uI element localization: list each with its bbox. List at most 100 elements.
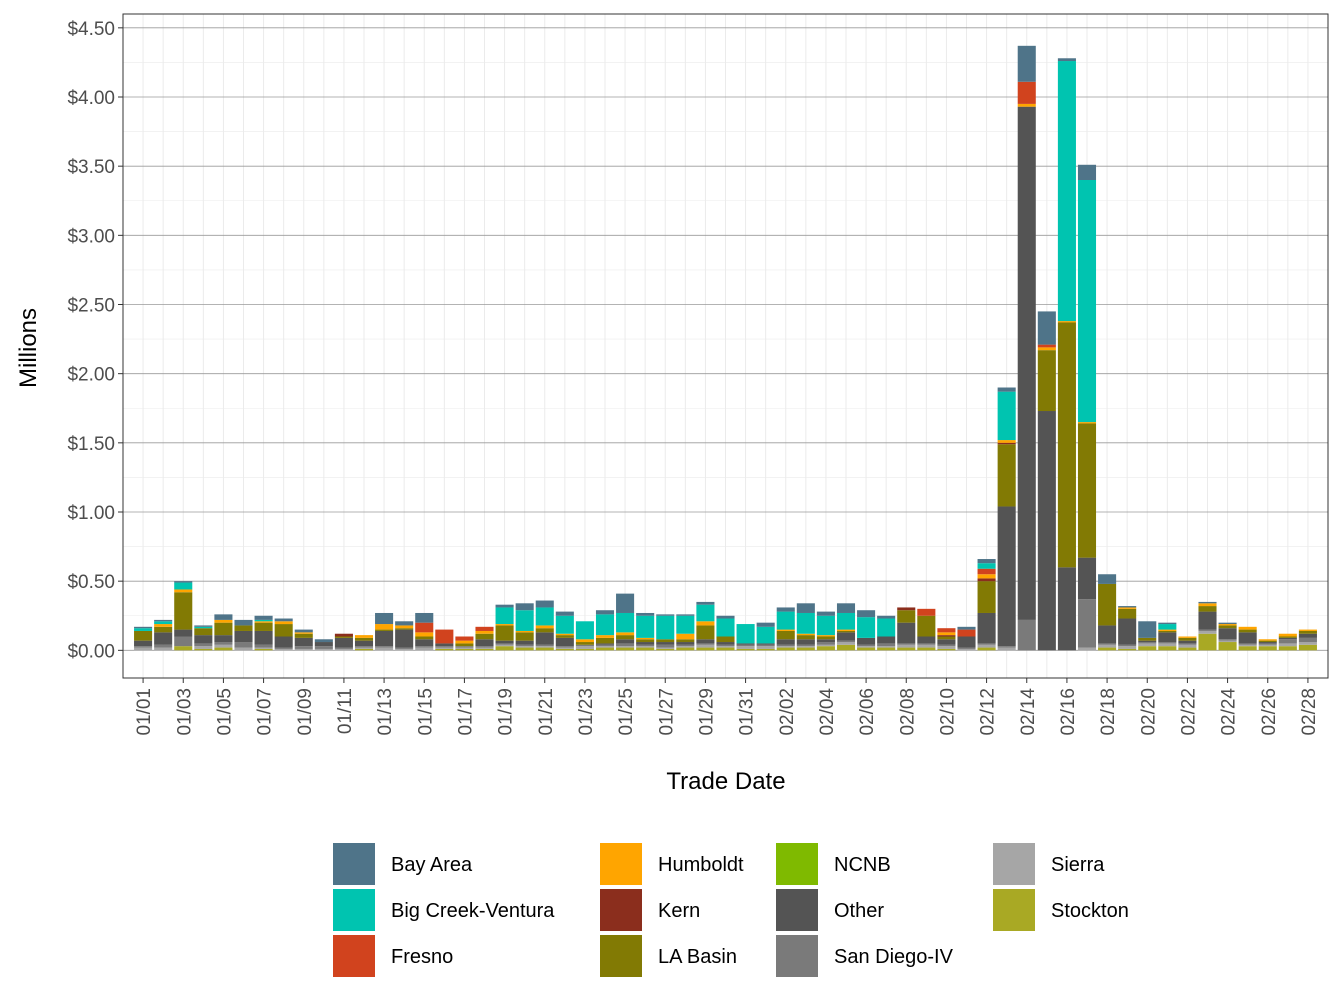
bar-segment <box>676 647 695 651</box>
bar-segment <box>495 604 514 608</box>
bar-segment <box>917 615 936 637</box>
bar-segment <box>354 646 374 648</box>
bar-segment <box>415 639 434 647</box>
bar-segment <box>1238 644 1257 647</box>
bar-segment <box>756 643 775 645</box>
bar-segment <box>555 646 574 648</box>
bar-segment <box>836 629 856 631</box>
bar-segment <box>595 637 615 644</box>
bar-segment <box>1238 646 1257 651</box>
bar-segment <box>656 647 675 649</box>
bar-segment <box>415 636 434 640</box>
bar-segment <box>535 647 554 651</box>
bar-segment <box>555 637 574 647</box>
bar-segment <box>1238 626 1257 630</box>
x-tick-label: 01/15 <box>415 688 436 736</box>
bar-segment <box>375 646 394 648</box>
bar-segment <box>395 625 414 629</box>
bar-segment <box>776 630 795 640</box>
bar-segment <box>595 644 615 647</box>
bar-segment <box>917 647 936 651</box>
bar-segment <box>877 646 896 648</box>
bar-segment <box>1258 642 1277 644</box>
legend-label: Fresno <box>391 946 453 968</box>
bar-segment <box>636 644 655 647</box>
bar-segment <box>696 647 715 651</box>
bar-segment <box>1178 637 1197 641</box>
bar-segment <box>415 612 434 623</box>
x-tick-label: 02/18 <box>1098 688 1119 736</box>
bar-segment <box>937 636 956 640</box>
bar-segment <box>776 611 795 630</box>
legend-key <box>333 843 375 885</box>
bar-segment <box>595 643 615 645</box>
y-tick-label: $4.00 <box>67 88 115 109</box>
bar-segment <box>174 581 193 583</box>
bar-segment <box>1158 646 1177 651</box>
bar-segment <box>1077 164 1097 180</box>
bar-segment <box>1258 644 1277 647</box>
bar-segment <box>1138 621 1157 638</box>
bar-segment <box>977 612 996 644</box>
bar-segment <box>857 647 876 651</box>
bar-segment <box>495 624 514 626</box>
bar-segment <box>796 644 815 647</box>
bar-segment <box>1138 640 1157 643</box>
bar-segment <box>354 648 374 651</box>
bar-segment <box>676 615 695 634</box>
bar-segment <box>1138 637 1157 641</box>
x-tick-label: 01/19 <box>496 688 517 736</box>
bar-segment <box>395 647 414 649</box>
bar-segment <box>395 629 414 648</box>
bar-segment <box>415 622 434 633</box>
bar-segment <box>555 611 574 616</box>
legend-label: Other <box>834 900 884 922</box>
bar-segment <box>1298 642 1317 645</box>
bar-segment <box>595 610 615 615</box>
x-axis: 01/01 01/03 01/05 01/07 01/09 01/11 01/13 01/15… <box>134 678 1320 736</box>
bar-segment <box>455 636 474 641</box>
bar-segment <box>274 648 293 651</box>
bar-segment <box>375 629 394 631</box>
bar-segment <box>234 642 253 648</box>
bar-segment <box>1158 632 1177 643</box>
bar-segment <box>1037 347 1056 351</box>
bar-segment <box>334 647 353 649</box>
bar-segment <box>1218 642 1237 651</box>
bar-segment <box>937 628 956 633</box>
bar-segment <box>716 647 735 651</box>
bar-segment <box>937 646 956 649</box>
bar-segment <box>857 637 876 645</box>
bar-segment <box>937 644 956 647</box>
bar-segment <box>495 607 514 625</box>
bar-segment <box>154 644 173 648</box>
bar-segment <box>857 617 876 638</box>
bar-segment <box>535 625 554 629</box>
legend-key <box>600 935 642 977</box>
bar-segment <box>1158 643 1177 647</box>
bar-segment <box>254 644 273 648</box>
bar-segment <box>636 647 655 651</box>
bar-segment <box>475 630 494 634</box>
bar-segment <box>1278 636 1297 638</box>
bar-segment <box>274 618 293 622</box>
bar-segment <box>294 646 313 649</box>
bar-segment <box>555 648 574 651</box>
x-tick-label: 02/02 <box>777 688 798 736</box>
x-tick-label: 02/20 <box>1138 688 1159 736</box>
bar-segment <box>1077 423 1097 558</box>
bar-segment <box>334 648 353 651</box>
bar-segment <box>475 647 494 649</box>
bar-segment <box>475 626 494 631</box>
bar-segment <box>816 642 835 645</box>
bar-segment <box>415 647 434 651</box>
bar-segment <box>816 615 835 636</box>
bar-segment <box>977 563 996 569</box>
legend-key <box>776 843 818 885</box>
y-tick-label: $0.00 <box>67 641 115 662</box>
bar-segment <box>134 628 153 631</box>
bar-segment <box>877 643 896 647</box>
bar-segment <box>857 610 876 618</box>
bar-segment <box>696 601 715 605</box>
bar-segment <box>294 632 313 634</box>
